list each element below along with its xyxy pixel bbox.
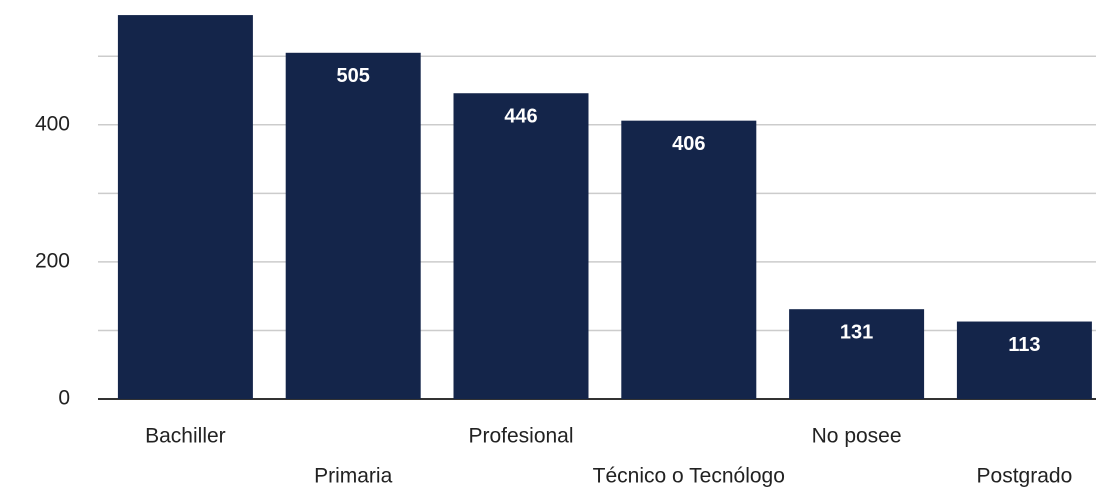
x-tick-label: Profesional: [468, 425, 573, 448]
y-tick-label: 200: [35, 249, 70, 272]
x-tick-label: Bachiller: [145, 425, 226, 448]
y-tick-label: 0: [58, 387, 70, 410]
value-label: 446: [504, 106, 537, 128]
value-label: 505: [337, 65, 370, 87]
x-tick-label: Primaria: [314, 465, 392, 488]
bar: [789, 309, 925, 399]
bar: [956, 321, 1092, 399]
x-tick-label: Técnico o Tecnólogo: [593, 465, 785, 488]
value-label: 131: [840, 321, 873, 343]
bar: [453, 93, 589, 399]
value-label: 113: [1008, 334, 1040, 356]
bar: [621, 120, 757, 399]
y-tick-label: 400: [35, 112, 70, 135]
value-label: 406: [672, 133, 705, 155]
bar: [285, 52, 421, 399]
x-tick-label: No posee: [812, 425, 902, 448]
x-tick-label: Postgrado: [977, 465, 1073, 488]
bar: [117, 15, 253, 400]
